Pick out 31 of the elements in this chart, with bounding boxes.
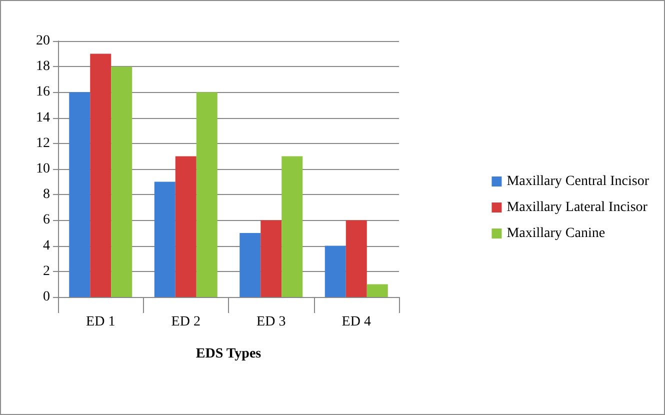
bar (282, 156, 303, 297)
legend-label: Maxillary Central Incisor (506, 174, 650, 189)
legend-label: Maxillary Lateral Incisor (506, 200, 648, 215)
bar (196, 92, 218, 297)
x-tick-label: ED 4 (342, 314, 371, 330)
bar (324, 246, 346, 297)
x-tick-label: ED 3 (256, 314, 286, 330)
y-tick-label: 12 (36, 136, 50, 151)
bar (346, 220, 367, 297)
y-tick-label: 6 (43, 212, 50, 228)
bar (154, 182, 176, 297)
y-tick-label: 16 (36, 84, 50, 100)
x-tick-label: ED 1 (86, 314, 116, 330)
y-tick-label: 10 (36, 162, 50, 176)
legend-label: Maxillary Canine (506, 226, 606, 241)
bar (90, 54, 112, 297)
y-tick-label: 14 (36, 110, 50, 126)
bar (111, 66, 132, 297)
x-tick-label: ED 2 (171, 314, 200, 330)
bar (260, 220, 282, 297)
y-tick-label: 4 (43, 238, 50, 254)
bar (69, 92, 90, 297)
y-tick-label: 8 (43, 187, 50, 202)
bar (175, 156, 196, 297)
bar (366, 284, 388, 297)
bar (240, 233, 261, 297)
y-tick-label: 2 (43, 264, 50, 279)
x-axis-title: EDS Types (196, 346, 262, 362)
y-tick-label: 18 (36, 59, 50, 74)
y-tick-label: 20 (36, 34, 50, 48)
y-tick-label: 0 (43, 290, 50, 304)
